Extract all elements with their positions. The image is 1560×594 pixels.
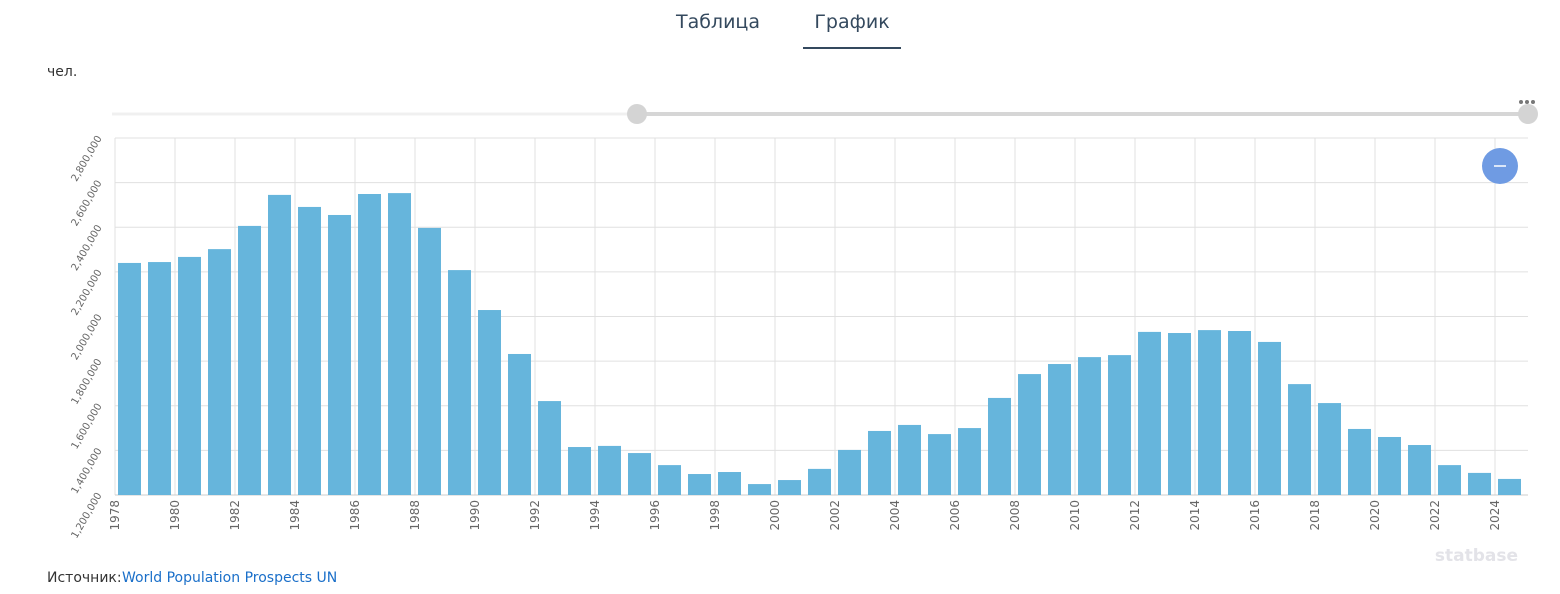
y-tick-label: 2,800,000: [70, 134, 105, 184]
bar: [388, 193, 411, 495]
x-tick-label: 1988: [408, 500, 422, 531]
bar: [568, 447, 591, 495]
bar: [508, 353, 531, 495]
bar: [538, 401, 561, 495]
bar: [298, 206, 321, 495]
bar: [1108, 355, 1131, 495]
bar: [238, 225, 261, 495]
bar: [118, 262, 141, 495]
x-tick-label: 2010: [1068, 500, 1082, 531]
x-tick-label: 2020: [1368, 500, 1382, 531]
bar: [328, 214, 351, 495]
bar: [1348, 428, 1371, 495]
bar: [808, 468, 831, 495]
bar: [1288, 384, 1311, 495]
x-tick-label: 1982: [228, 500, 242, 531]
slider-handle[interactable]: [627, 104, 647, 124]
bar: [988, 397, 1011, 495]
unit-label: чел.: [47, 64, 77, 80]
x-tick-label: 1984: [288, 500, 302, 531]
bar: [658, 465, 681, 495]
menu-dots[interactable]: [1519, 100, 1535, 104]
bar: [1138, 331, 1161, 495]
y-tick-label: 1,600,000: [70, 402, 105, 452]
x-tick-label: 1980: [168, 500, 182, 531]
bar: [148, 262, 171, 495]
source-link[interactable]: World Population Prospects UN: [122, 570, 337, 586]
y-tick-label: 1,200,000: [70, 491, 105, 541]
bar: [898, 424, 921, 495]
plot: 1,200,0001,400,0001,600,0001,800,0002,00…: [70, 134, 1528, 541]
bar: [958, 428, 981, 495]
x-tick-label: 1986: [348, 500, 362, 531]
x-tick-label: 1998: [708, 500, 722, 531]
x-tick-label: 1996: [648, 500, 662, 531]
bar: [778, 480, 801, 495]
tab-chart[interactable]: График: [814, 11, 889, 33]
slider-handle[interactable]: [1518, 104, 1538, 124]
bar: [178, 256, 201, 495]
x-tick-label: 2018: [1308, 500, 1322, 531]
bar: [598, 445, 621, 495]
watermark: statbase: [1435, 546, 1518, 566]
bar: [1408, 445, 1431, 495]
y-tick-label: 2,000,000: [70, 313, 105, 363]
x-tick-label: 2022: [1428, 500, 1442, 531]
x-tick-label: 1990: [468, 500, 482, 531]
bar: [1438, 465, 1461, 495]
bar: [748, 484, 771, 495]
bar: [1498, 478, 1521, 495]
bar: [1168, 333, 1191, 495]
bar: [1468, 472, 1491, 495]
x-tick-label: 1978: [108, 500, 122, 531]
bar: [478, 310, 501, 495]
bar: [928, 434, 951, 495]
x-tick-label: 1992: [528, 500, 542, 531]
x-tick-label: 2008: [1008, 500, 1022, 531]
bar: [1078, 357, 1101, 495]
bar: [1318, 403, 1341, 495]
y-tick-label: 2,600,000: [70, 179, 105, 229]
bar: [448, 270, 471, 495]
bar: [1048, 364, 1071, 495]
bar: [418, 227, 441, 495]
x-tick-label: 2000: [768, 500, 782, 531]
bar: [838, 449, 861, 495]
y-tick-label: 1,400,000: [70, 446, 105, 496]
x-tick-label: 2002: [828, 500, 842, 531]
x-tick-label: 2012: [1128, 500, 1142, 531]
bar: [1018, 374, 1041, 495]
y-tick-label: 1,800,000: [70, 357, 105, 407]
tab-table[interactable]: Таблица: [675, 11, 760, 33]
bar: [358, 194, 381, 495]
x-tick-label: 2004: [888, 500, 902, 531]
x-tick-label: 2016: [1248, 500, 1262, 531]
x-tick-label: 1994: [588, 500, 602, 531]
bar: [628, 453, 651, 495]
bar: [1198, 330, 1221, 495]
x-tick-label: 2006: [948, 500, 962, 531]
tab-underline: [803, 47, 901, 49]
bar: [1378, 436, 1401, 495]
y-tick-label: 2,200,000: [70, 268, 105, 318]
bar: [268, 194, 291, 495]
bar: [868, 430, 891, 495]
bar: [688, 474, 711, 495]
x-tick-label: 2024: [1488, 500, 1502, 531]
bar: [1228, 331, 1251, 495]
x-tick-label: 2014: [1188, 500, 1202, 531]
bar: [1258, 341, 1281, 495]
y-tick-label: 2,400,000: [70, 223, 105, 273]
source-label: Источник:: [47, 570, 122, 586]
bar: [718, 472, 741, 495]
bar: [208, 249, 231, 495]
